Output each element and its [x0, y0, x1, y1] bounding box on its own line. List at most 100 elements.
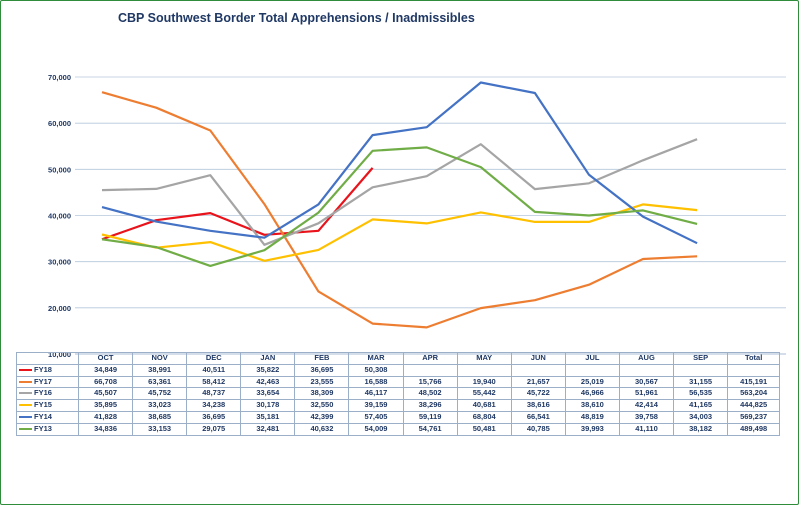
data-table: OCT NOV DEC JAN FEB MAR APR MAY JUN JUL AUG SEP Tota…	[16, 352, 781, 436]
data-label: 54,009	[348, 422, 404, 436]
data-label: 35,181	[240, 410, 296, 424]
data-label: 30,178	[240, 399, 296, 412]
data-label: 40,511	[186, 363, 242, 377]
y-tick-label: 50,000	[48, 165, 71, 174]
x-category-label: SEP	[673, 352, 729, 365]
data-label: 66,541	[510, 410, 566, 424]
data-label	[673, 363, 729, 377]
x-category-label: MAR	[348, 352, 404, 365]
data-label: 63,361	[132, 375, 188, 389]
table-header-row: OCT NOV DEC JAN FEB MAR APR MAY JUN JUL AUG SEP Tota…	[16, 352, 781, 365]
row-total: 444,825	[727, 399, 781, 412]
table-row: FY16 45,507 45,752 48,737 33,654 38,309 46,117…	[16, 387, 781, 401]
table-row: FY14 41,828 38,685 36,695 35,181 42,399 57,405…	[16, 410, 781, 424]
data-label	[618, 363, 675, 377]
data-label: 45,722	[510, 387, 566, 401]
series-line-fy17	[101, 91, 698, 329]
data-label: 46,966	[564, 387, 620, 401]
data-label: 38,182	[673, 422, 729, 436]
data-label: 32,481	[240, 422, 296, 436]
series-name: FY16	[34, 388, 52, 398]
data-label: 33,153	[132, 422, 188, 436]
table-row: FY15 35,895 33,023 34,238 30,178 32,550 39,159…	[16, 399, 781, 412]
y-axis-tick-labels: 10,00020,00030,00040,00050,00060,00070,0…	[48, 73, 71, 359]
y-tick-label: 60,000	[48, 119, 71, 128]
data-label: 46,117	[348, 387, 404, 401]
data-label: 33,023	[132, 399, 188, 412]
data-label: 41,165	[673, 399, 729, 412]
data-label: 25,019	[564, 375, 620, 389]
series-line-fy18	[101, 167, 374, 241]
x-category-label: JAN	[240, 352, 296, 365]
row-total: 563,204	[727, 387, 781, 401]
series-line-fy15	[101, 203, 698, 262]
data-label: 21,657	[510, 375, 566, 389]
data-label: 34,003	[673, 410, 729, 424]
data-label: 39,758	[618, 410, 675, 424]
chart-title: CBP Southwest Border Total Apprehensions…	[118, 11, 475, 25]
data-label: 48,819	[564, 410, 620, 424]
data-label: 34,849	[77, 363, 134, 377]
legend-entry-fy17: FY17	[16, 375, 79, 389]
data-label	[456, 363, 512, 377]
data-label: 19,940	[456, 375, 512, 389]
x-category-label: MAY	[456, 352, 512, 365]
data-label: 42,399	[294, 410, 350, 424]
data-label: 45,752	[132, 387, 188, 401]
series-name: FY18	[34, 364, 52, 374]
data-label: 54,761	[402, 422, 458, 436]
row-total	[727, 363, 781, 377]
data-label: 38,685	[132, 410, 188, 424]
data-label: 38,309	[294, 387, 350, 401]
y-tick-label: 30,000	[48, 258, 71, 267]
data-label: 57,405	[348, 410, 404, 424]
table-row: FY13 34,836 33,153 29,075 32,481 40,632 54,009…	[16, 422, 781, 436]
data-label: 29,075	[186, 422, 242, 436]
data-label: 36,695	[186, 410, 242, 424]
x-category-label: NOV	[132, 352, 188, 365]
data-label: 38,610	[564, 399, 620, 412]
data-label: 36,695	[294, 363, 350, 377]
y-tick-label: 20,000	[48, 304, 71, 313]
series-name: FY14	[34, 411, 52, 421]
total-header: Total	[727, 352, 781, 365]
data-label: 23,555	[294, 375, 350, 389]
data-label: 39,993	[564, 422, 620, 436]
data-label: 30,567	[618, 375, 675, 389]
data-label: 59,119	[402, 410, 458, 424]
x-category-label: OCT	[77, 352, 134, 365]
data-label: 31,155	[673, 375, 729, 389]
data-label: 40,785	[510, 422, 566, 436]
x-category-label: DEC	[186, 352, 242, 365]
legend-key	[19, 380, 32, 383]
x-category-label: JUL	[564, 352, 620, 365]
data-label: 55,442	[456, 387, 512, 401]
legend-entry-fy15: FY15	[16, 399, 79, 412]
row-total: 569,237	[727, 410, 781, 424]
data-label: 50,308	[348, 363, 404, 377]
data-label: 42,414	[618, 399, 675, 412]
data-label: 38,991	[132, 363, 188, 377]
series-line-fy13	[101, 146, 698, 267]
legend-entry-fy18: FY18	[16, 363, 79, 377]
data-label: 58,412	[186, 375, 242, 389]
data-label: 41,110	[618, 422, 675, 436]
data-label	[402, 363, 458, 377]
legend-entry-fy16: FY16	[16, 387, 79, 401]
x-category-label: FEB	[294, 352, 350, 365]
data-label: 41,828	[77, 410, 134, 424]
data-label: 68,804	[456, 410, 512, 424]
table-row: FY17 66,708 63,361 58,412 42,463 23,555 16,588…	[16, 375, 781, 389]
data-label: 38,616	[510, 399, 566, 412]
series-lines	[101, 81, 698, 329]
data-label: 56,535	[673, 387, 729, 401]
series-name: FY17	[34, 376, 52, 386]
data-label: 39,159	[348, 399, 404, 412]
data-label: 33,654	[240, 387, 296, 401]
data-label: 45,507	[77, 387, 134, 401]
data-label: 48,737	[186, 387, 242, 401]
legend-key	[19, 392, 32, 395]
data-label: 15,766	[402, 375, 458, 389]
data-label: 50,481	[456, 422, 512, 436]
